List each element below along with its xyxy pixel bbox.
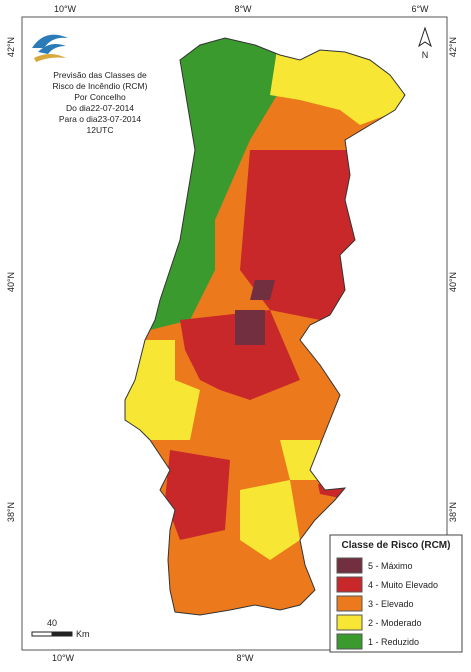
- scale-bar: 40 Km: [31, 618, 90, 639]
- lon-label: 8°W: [236, 653, 254, 663]
- north-arrow: N: [418, 26, 432, 60]
- lat-label: 40°N: [448, 272, 458, 292]
- lat-label: 42°N: [6, 37, 16, 57]
- legend-swatch: [336, 576, 363, 593]
- title-line: Risco de Incêndio (RCM): [53, 81, 148, 91]
- legend-swatch: [336, 557, 363, 574]
- region: [180, 310, 300, 400]
- legend-label: 4 - Muito Elevado: [368, 580, 438, 590]
- lat-label: 40°N: [6, 272, 16, 292]
- title-line: Por Concelho: [74, 92, 126, 102]
- lat-label: 42°N: [448, 37, 458, 57]
- legend-title: Classe de Risco (RCM): [342, 540, 451, 551]
- scale-value: 40: [47, 618, 57, 628]
- region: [125, 340, 200, 440]
- lon-label: 10°W: [52, 653, 75, 663]
- lon-label: 8°W: [234, 4, 252, 14]
- region: [165, 450, 230, 540]
- legend-swatch: [336, 614, 363, 631]
- title-line: Para o dia23-07-2014: [59, 114, 142, 124]
- legend-swatch: [336, 595, 363, 612]
- lon-label: 10°W: [54, 4, 77, 14]
- title-line: Do dia22-07-2014: [66, 103, 134, 113]
- legend-label: 2 - Moderado: [368, 618, 422, 628]
- region: [235, 310, 265, 345]
- legend-box: [329, 534, 463, 653]
- title-line: 12UTC: [87, 125, 114, 135]
- lat-label: 38°N: [6, 502, 16, 522]
- legend-label: 5 - Máximo: [368, 561, 413, 571]
- region: [240, 150, 360, 320]
- legend-label: 3 - Elevado: [368, 599, 414, 609]
- north-label: N: [422, 50, 429, 60]
- lat-label: 38°N: [448, 502, 458, 522]
- title-line: Previsão das Classes de: [53, 70, 147, 80]
- region: [240, 480, 300, 560]
- legend-label: 1 - Reduzido: [368, 637, 419, 647]
- scale-unit: Km: [76, 629, 90, 639]
- legend-swatch: [336, 633, 363, 650]
- region: [250, 280, 275, 300]
- lon-label: 6°W: [411, 4, 429, 14]
- logo: [32, 34, 68, 62]
